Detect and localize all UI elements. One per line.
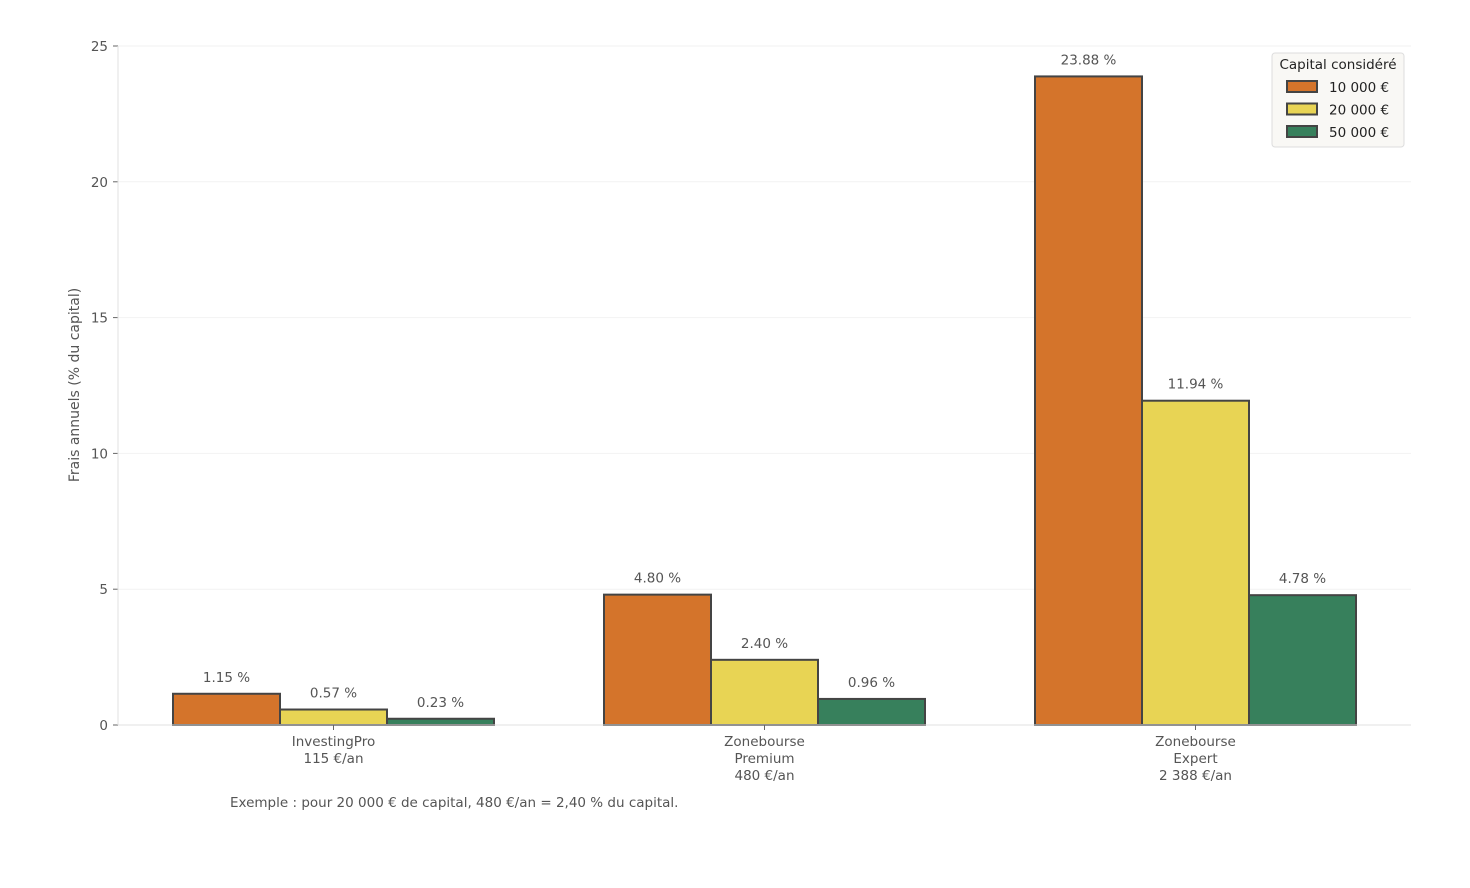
bar — [1034, 75, 1143, 727]
data-label: 2.40 % — [741, 636, 788, 652]
x-tick-label: Zonebourse — [1155, 734, 1236, 750]
bars: 1.15 % 0.57 % 0.23 % 4.80 % 2.40 % 0.96 % 23.8… — [172, 52, 1357, 727]
data-label: 4.78 % — [1279, 571, 1326, 587]
data-label: 0.96 % — [848, 675, 895, 691]
legend: Capital considéré 10 000 € 20 000 € 50 000 … — [1271, 52, 1405, 148]
y-tick-label: 25 — [91, 39, 108, 55]
data-label: 1.15 % — [203, 670, 250, 686]
y-tick-label: 5 — [99, 582, 108, 598]
data-label: 11.94 % — [1168, 377, 1224, 393]
data-label: 23.88 % — [1061, 52, 1117, 68]
bar — [386, 717, 495, 726]
data-label: 0.57 % — [310, 686, 357, 702]
x-tick-label: Expert — [1173, 751, 1217, 767]
x-tick-label: 2 388 €/an — [1159, 768, 1232, 784]
x-tick-label: Zonebourse — [724, 734, 805, 750]
legend-label: 10 000 € — [1329, 80, 1389, 96]
y-tick-label: 15 — [91, 311, 108, 327]
legend-swatch — [1286, 125, 1318, 138]
data-label: 4.80 % — [634, 571, 681, 587]
legend-label: 50 000 € — [1329, 125, 1389, 141]
y-tick-label: 0 — [99, 718, 108, 734]
legend-swatch — [1286, 102, 1318, 116]
legend-swatch — [1286, 80, 1318, 93]
bar — [1248, 594, 1357, 726]
annotation: Exemple : pour 20 000 € de capital, 480 … — [230, 795, 678, 811]
data-label: 0.23 % — [417, 695, 464, 711]
y-axis-label: Frais annuels (% du capital) — [67, 288, 83, 482]
legend-box — [1271, 52, 1405, 148]
bar — [710, 658, 819, 726]
x-tick-label: InvestingPro — [292, 734, 375, 750]
y-tick-label: 10 — [91, 446, 108, 462]
legend-label: 20 000 € — [1329, 103, 1389, 119]
bar — [1141, 399, 1250, 726]
bar — [279, 708, 388, 726]
bar — [603, 593, 712, 727]
legend-title: Capital considéré — [1279, 57, 1396, 73]
bar — [817, 697, 926, 726]
x-tick-label: Premium — [734, 751, 794, 767]
x-tick-label: 115 €/an — [303, 751, 363, 767]
y-tick-label: 20 — [91, 175, 108, 191]
bar — [172, 692, 281, 726]
x-tick-label: 480 €/an — [734, 768, 794, 784]
